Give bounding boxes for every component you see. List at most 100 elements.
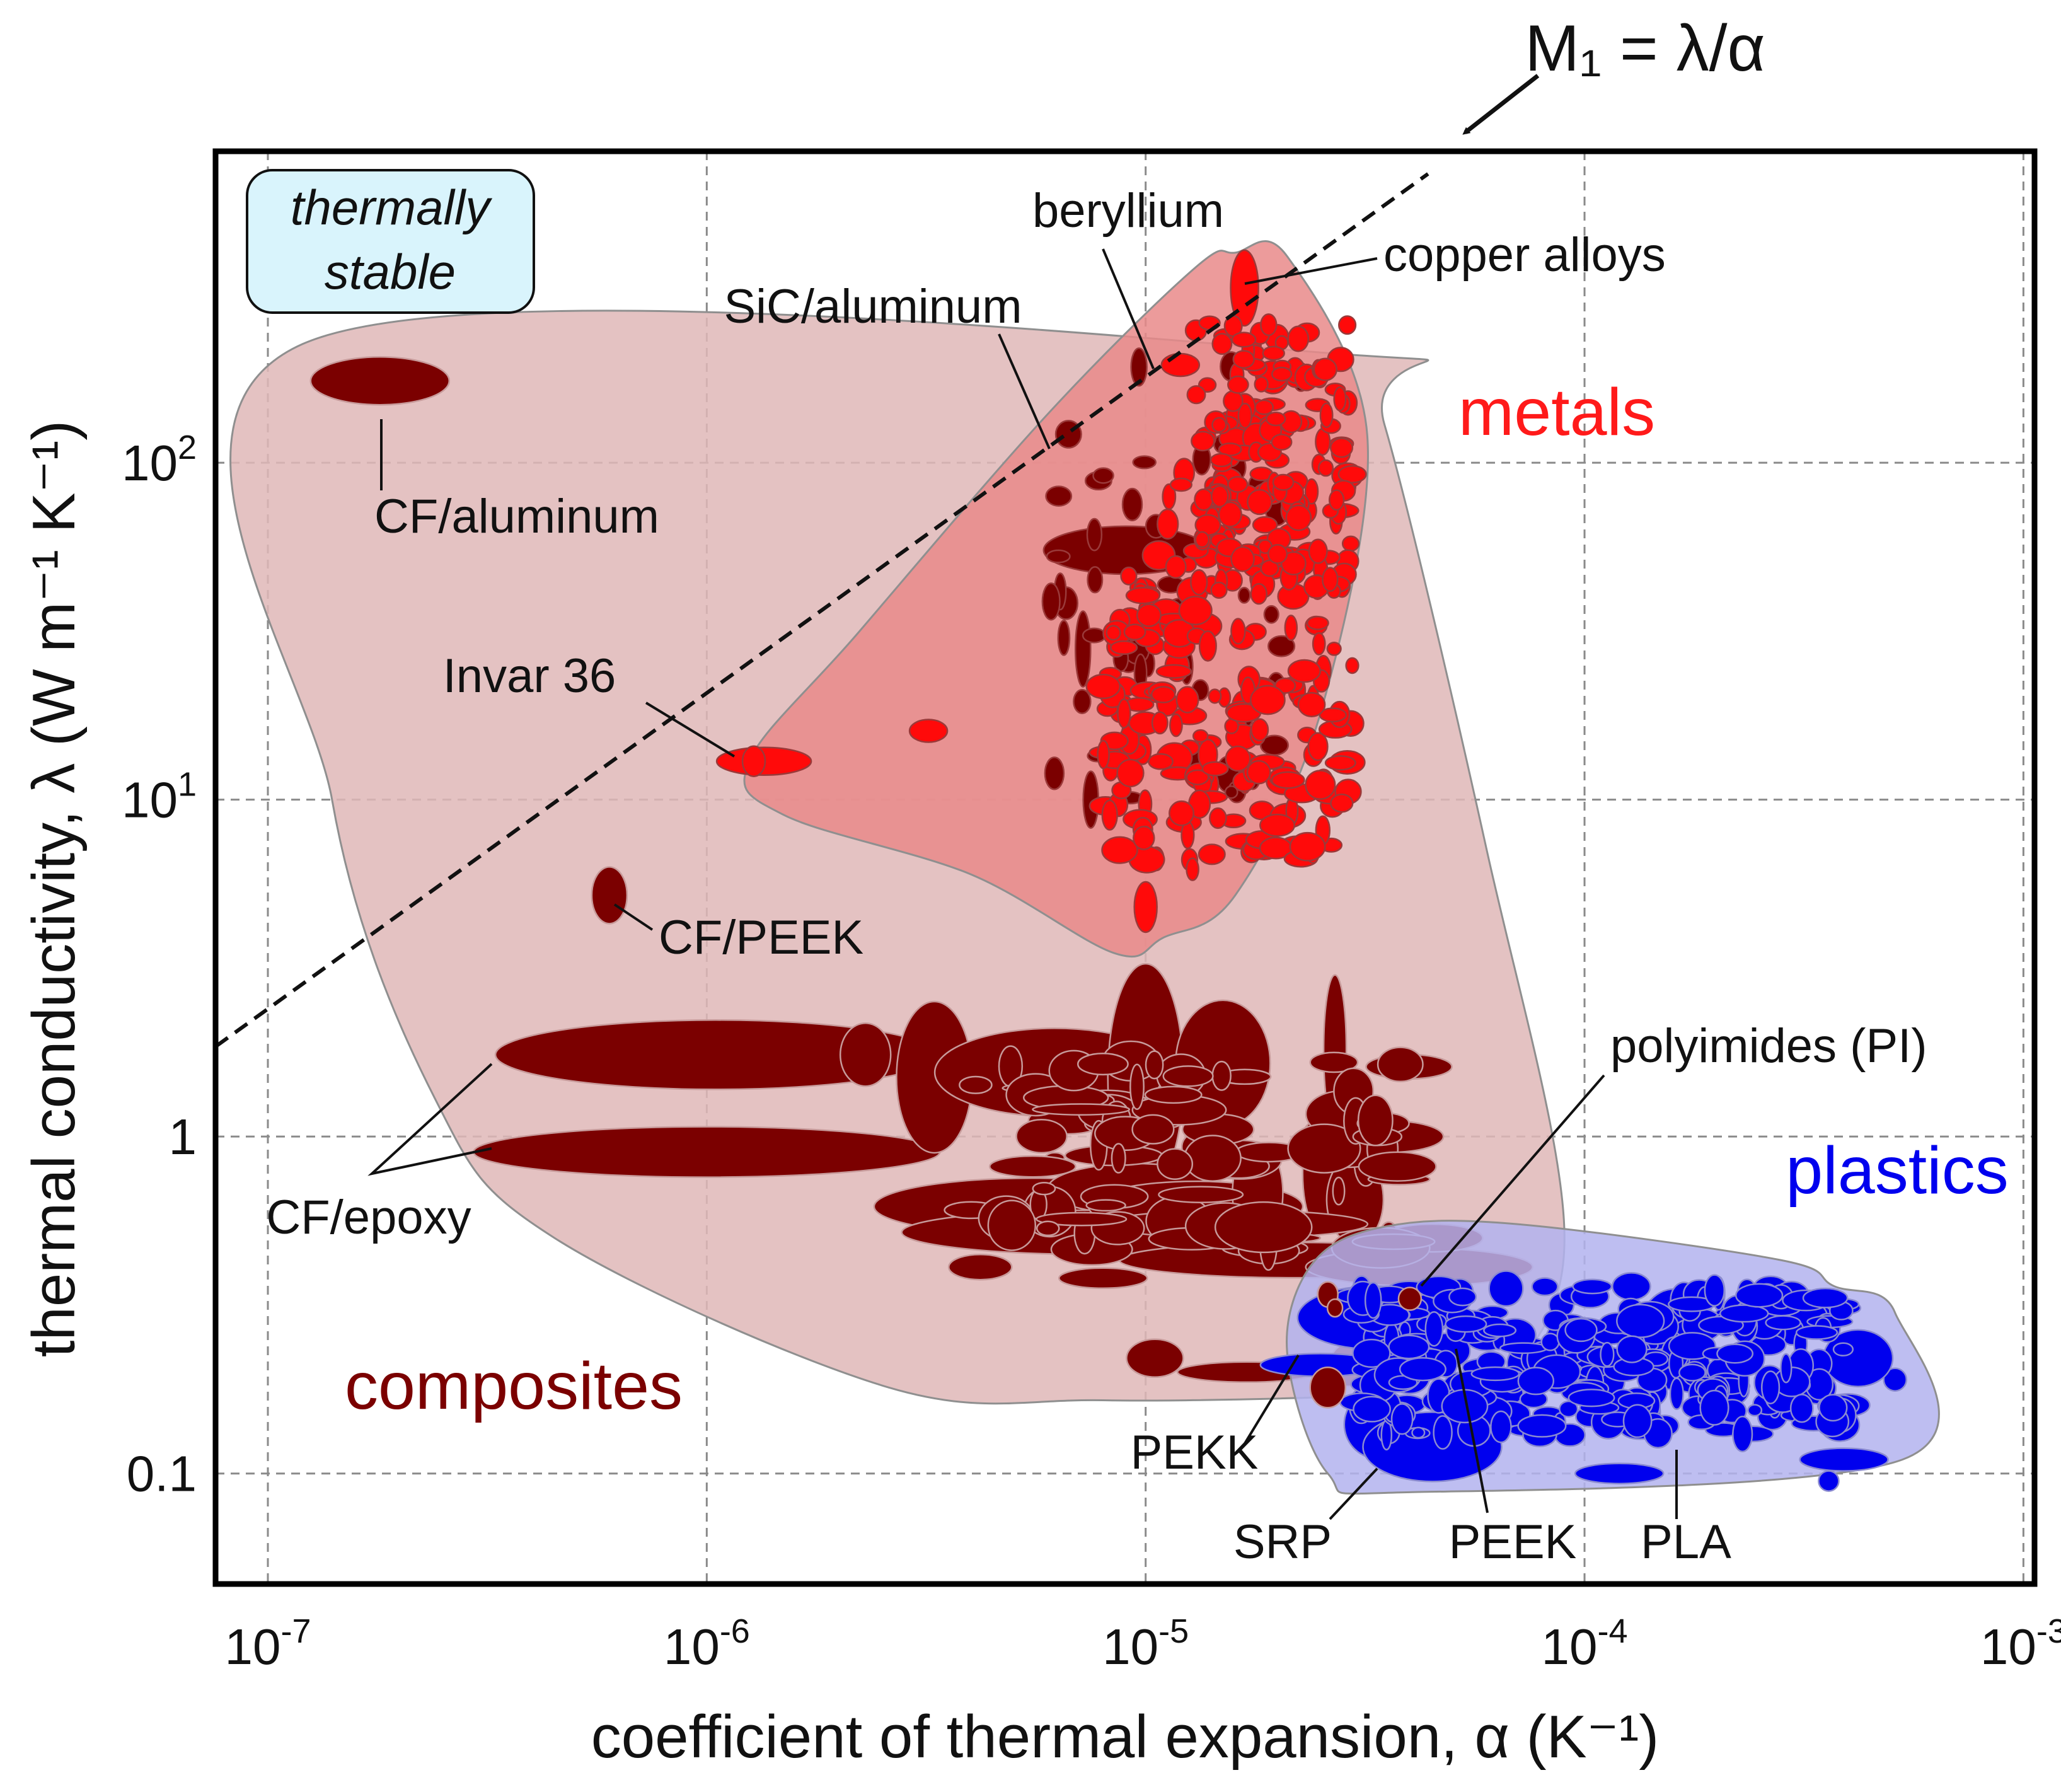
leader-copper-alloys (1244, 257, 1378, 285)
metal-bubble (1305, 770, 1336, 801)
metal-bubble (1232, 350, 1256, 369)
annotation-copper-alloys: copper alloys (1383, 228, 1666, 282)
metal-bubble (1324, 755, 1356, 771)
performance-index-arrow (1462, 74, 1540, 135)
metal-bubble (1201, 761, 1229, 777)
plot-frame (212, 148, 2038, 1587)
metal-bubble (1087, 566, 1104, 594)
metal-bubble (1260, 559, 1279, 577)
x-tick-label-1: 10-6 (664, 1612, 750, 1675)
metal-bubble (1125, 587, 1161, 604)
metal-bubble (1254, 399, 1274, 415)
plastic-bubble (1616, 1335, 1648, 1363)
metal-bubble (1148, 753, 1174, 770)
composite-bubble (1357, 1094, 1394, 1147)
annotation-pekk: PEKK (1131, 1426, 1259, 1479)
metal-bubble (1345, 657, 1360, 674)
metal-bubble (1224, 785, 1238, 799)
metal-bubble (1267, 543, 1288, 564)
metal-bubble (1194, 531, 1210, 548)
metal-bubble (1313, 357, 1337, 381)
composite-bubble (1111, 1143, 1126, 1174)
composite-bubble (1032, 1103, 1131, 1116)
metal-bubble (1169, 477, 1192, 492)
plastic-bubble (1818, 1394, 1848, 1422)
composite-bubble (1287, 1123, 1361, 1174)
metal-bubble (1121, 487, 1143, 521)
annotation-peek: PEEK (1449, 1515, 1577, 1569)
plastic-bubble (1612, 1272, 1651, 1301)
metal-bubble (1227, 476, 1249, 493)
composites-label: composites (345, 1349, 683, 1423)
metals-label: metals (1458, 375, 1655, 449)
leader-beryllium (1102, 248, 1155, 369)
badge-line1: thermally (291, 180, 492, 235)
y-axis-title: thermal conductivity, λ (W m⁻¹ K⁻¹) (20, 420, 88, 1357)
plastic-bubble (1760, 1370, 1781, 1404)
plastic-bubble (1832, 1342, 1854, 1357)
metal-bubble (1133, 826, 1155, 850)
y-tick-label-3: 102 (122, 429, 197, 491)
composite-bubble (1144, 1085, 1203, 1104)
metal-bubble (1198, 843, 1226, 865)
composite-bubble (1183, 1135, 1242, 1182)
composites-bubbles-overlap (1309, 1281, 1423, 1409)
metal-bubble (1120, 566, 1138, 586)
metal-bubble (1208, 688, 1222, 704)
metal-bubble (1271, 366, 1293, 382)
metal-bubble (1210, 581, 1228, 599)
metal-bubble (1267, 635, 1296, 657)
metal-bubble (1252, 516, 1278, 534)
annotation-cf-peek: CF/PEEK (659, 911, 863, 964)
composite-bubble (1377, 1046, 1424, 1083)
metal-bubble (1225, 745, 1251, 772)
metal-bubble (1328, 489, 1345, 511)
metal-bubble (1237, 587, 1251, 604)
metal-bubble (1101, 836, 1138, 864)
plastic-bubble (1488, 1270, 1524, 1307)
y-tick-label-1: 1 (169, 1109, 197, 1165)
metal-bubble (1230, 618, 1246, 645)
composite-bubble (1309, 1367, 1346, 1409)
plastic-bubble (1448, 1287, 1477, 1307)
plastic-bubble (1622, 1404, 1653, 1438)
metal-bubble (1297, 691, 1326, 717)
plastic-bubble (1531, 1277, 1559, 1297)
leader-pekk (1244, 1354, 1300, 1445)
plastic-bubble (1433, 1415, 1453, 1450)
metal-bubble (1287, 659, 1322, 683)
composite-bubble (1214, 1201, 1313, 1254)
metal-bubble (1160, 352, 1201, 378)
plastic-bubble (1699, 1389, 1729, 1426)
annotation-srp: SRP (1233, 1515, 1332, 1569)
metal-bubble (1169, 713, 1183, 737)
plastic-bubble (1799, 1447, 1889, 1472)
metal-bubble (1151, 711, 1169, 735)
metal-bubble (1165, 555, 1187, 579)
metal-bubble (1211, 417, 1227, 433)
composite-bubble (591, 866, 628, 925)
plastic-bubble (1716, 1343, 1754, 1364)
metal-bubble (908, 719, 949, 743)
metal-bubble (1092, 467, 1114, 484)
metal-bubble (1101, 799, 1118, 831)
leader-sic-aluminum (998, 333, 1051, 449)
metal-bubble (1250, 582, 1268, 605)
annotation-pla: PLA (1641, 1515, 1731, 1569)
composite-bubble (1157, 1148, 1194, 1180)
plastic-bubble (1559, 1400, 1579, 1418)
plastic-bubble (1669, 1377, 1684, 1411)
metal-bubble (1123, 623, 1146, 641)
metal-bubble (1097, 739, 1110, 770)
plastic-bubble (1390, 1403, 1414, 1435)
composite-bubble (1309, 1051, 1359, 1073)
annotation-invar-36: Invar 36 (443, 649, 616, 703)
y-tick-label-0: 0.1 (127, 1446, 197, 1502)
composite-bubble (1058, 1267, 1148, 1290)
leader-cf-peek (613, 903, 654, 931)
metal-bubble (1057, 620, 1071, 656)
performance-index-line (216, 172, 1429, 1048)
plastic-bubble (1574, 1462, 1665, 1484)
composite-bubble (1129, 1063, 1145, 1110)
